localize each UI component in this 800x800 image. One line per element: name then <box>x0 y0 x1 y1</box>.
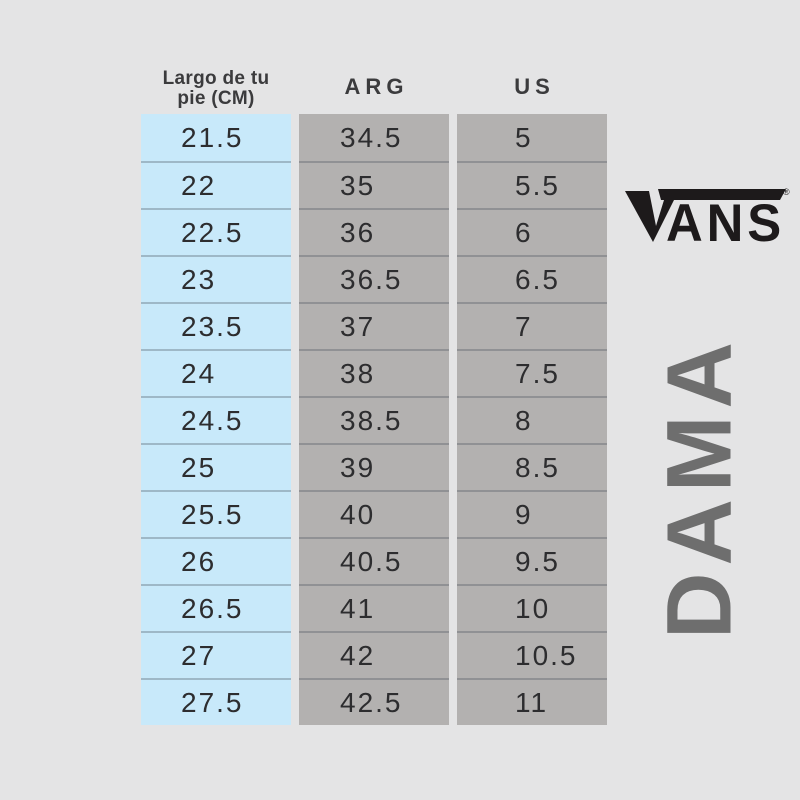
size-cell-arg: 38 <box>299 349 449 396</box>
size-cell-cm: 26.5 <box>141 584 291 631</box>
size-cell-us: 10 <box>457 584 607 631</box>
size-conversion-table: Largo de tu pie (CM) ARG US 21.5 22 22.5 23… <box>141 60 607 725</box>
table-header-row: Largo de tu pie (CM) ARG US <box>141 60 607 114</box>
size-cell-arg: 38.5 <box>299 396 449 443</box>
column-header-foot-length-cm: Largo de tu pie (CM) <box>141 60 291 114</box>
size-cell-us: 10.5 <box>457 631 607 678</box>
size-cell-cm: 22 <box>141 161 291 208</box>
size-cell-arg: 42.5 <box>299 678 449 725</box>
table-body: 21.5 22 22.5 23 23.5 24 24.5 25 25.5 26 26.5 27 27.5… <box>141 114 607 725</box>
size-cell-cm: 25 <box>141 443 291 490</box>
size-cell-cm: 23 <box>141 255 291 302</box>
column-header-arg: ARG <box>344 74 409 99</box>
size-cell-us: 6.5 <box>457 255 607 302</box>
column-header-foot-length-line2: pie (CM) <box>177 88 255 109</box>
size-cell-cm: 26 <box>141 537 291 584</box>
size-cell-cm: 24 <box>141 349 291 396</box>
column-header-foot-length-line1: Largo de tu <box>162 68 270 89</box>
vans-logo-v-mark <box>625 191 674 242</box>
size-cell-cm: 27.5 <box>141 678 291 725</box>
size-cell-us: 8 <box>457 396 607 443</box>
size-cell-us: 11 <box>457 678 607 725</box>
size-cell-us: 6 <box>457 208 607 255</box>
size-cell-arg: 41 <box>299 584 449 631</box>
size-cell-arg: 37 <box>299 302 449 349</box>
registered-trademark-icon: ® <box>783 187 790 197</box>
column-arg-sizes: 34.5 35 36 36.5 37 38 38.5 39 40 40.5 41 42 42.5 <box>299 114 449 725</box>
size-cell-arg: 36.5 <box>299 255 449 302</box>
size-cell-arg: 40 <box>299 490 449 537</box>
size-cell-cm: 23.5 <box>141 302 291 349</box>
column-header-us: US <box>514 74 555 99</box>
size-cell-arg: 34.5 <box>340 121 403 153</box>
vans-logo-bar <box>658 189 786 200</box>
size-cell-us: 5 <box>515 121 533 153</box>
size-cell-arg: 35 <box>299 161 449 208</box>
size-cell-arg: 40.5 <box>299 537 449 584</box>
size-cell-cm: 27 <box>141 631 291 678</box>
column-foot-length-cm: 21.5 22 22.5 23 23.5 24 24.5 25 25.5 26 26.5 27 27.5 <box>141 114 291 725</box>
size-cell-us: 7 <box>457 302 607 349</box>
size-cell-us: 8.5 <box>457 443 607 490</box>
size-cell-us: 5.5 <box>457 161 607 208</box>
size-cell-arg: 42 <box>299 631 449 678</box>
vans-logo-letters: ANS <box>666 194 785 253</box>
size-cell-arg: 36 <box>299 208 449 255</box>
size-cell-us: 7.5 <box>457 349 607 396</box>
size-cell-cm: 21.5 <box>181 121 244 153</box>
size-cell-cm: 24.5 <box>141 396 291 443</box>
category-label-dama: DAMA <box>648 335 751 639</box>
size-cell-us: 9.5 <box>457 537 607 584</box>
column-us-sizes: 5 5.5 6 6.5 7 7.5 8 8.5 9 9.5 10 10.5 11 <box>457 114 607 725</box>
vans-logo: ANS ® <box>622 186 792 253</box>
size-cell-arg: 39 <box>299 443 449 490</box>
size-cell-cm: 22.5 <box>141 208 291 255</box>
size-cell-us: 9 <box>457 490 607 537</box>
size-cell-cm: 25.5 <box>141 490 291 537</box>
